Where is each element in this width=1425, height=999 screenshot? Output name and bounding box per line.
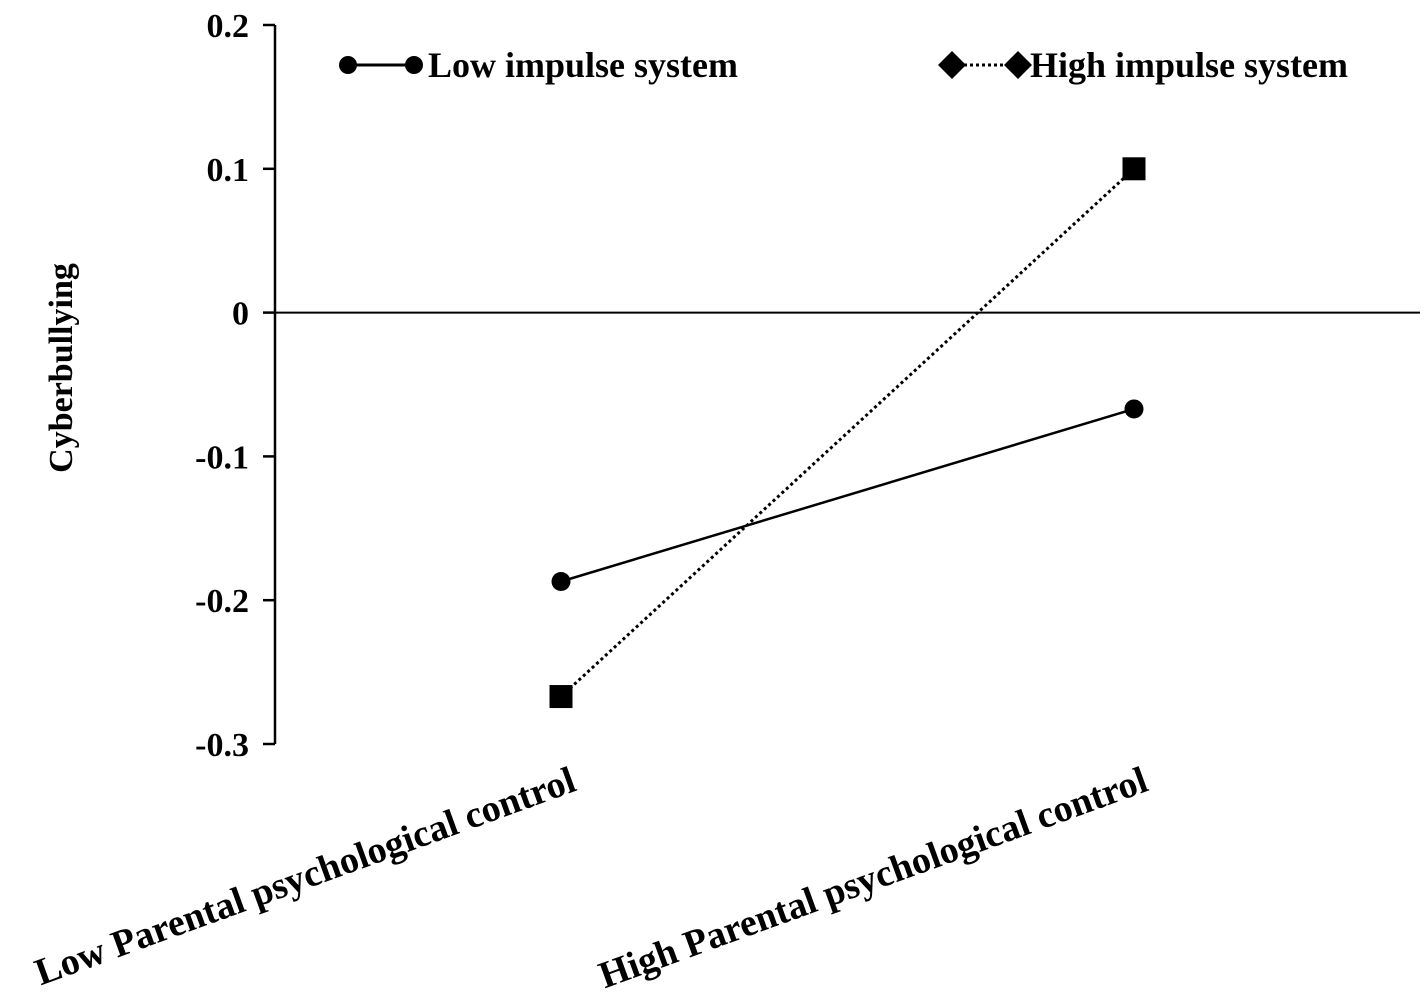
category-label-low: Low Parental psychological control [29,759,581,994]
legend-item-high-impulse: High impulse system [938,45,1348,85]
legend-item-low-impulse: Low impulse system [339,45,738,85]
legend: Low impulse system High impulse system [339,45,1348,85]
legend-label-high-impulse: High impulse system [1030,45,1348,85]
series-layer [549,157,1146,709]
series-low-impulse [551,399,1144,592]
category-label-high: High Parental psychological control [593,759,1153,997]
y-tick-label: 0.2 [207,8,250,45]
data-point-square [549,685,573,709]
data-point-circle [551,572,571,592]
data-point-square [1122,157,1146,181]
series-line [559,167,1136,698]
y-tick-label: -0.1 [195,439,249,476]
axes: 0.2 0.1 0 -0.1 -0.2 -0.3 [195,8,1420,764]
y-tick-label: -0.2 [195,583,249,620]
series-line [560,407,1135,583]
y-axis-title: Cyberbullying [43,263,80,473]
legend-marker-circle [405,56,423,74]
legend-marker-diamond [938,51,966,79]
legend-marker-circle [339,56,357,74]
y-tick-label: 0 [232,296,249,333]
y-tick-label: 0.1 [207,152,250,189]
legend-marker-diamond [1004,51,1032,79]
legend-label-low-impulse: Low impulse system [428,45,738,85]
y-tick-label: -0.3 [195,727,249,764]
data-point-circle [1124,399,1144,419]
series-high-impulse [549,157,1146,709]
